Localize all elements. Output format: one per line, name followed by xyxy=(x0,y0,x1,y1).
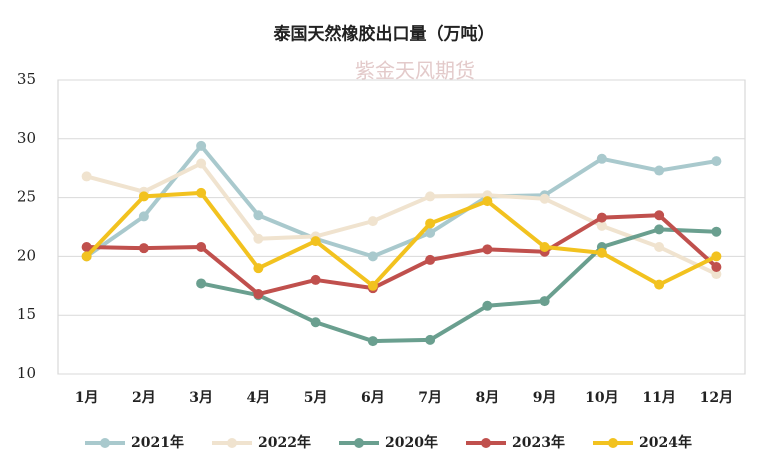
data-point xyxy=(310,317,321,328)
data-point xyxy=(596,212,607,223)
legend-label: 2024年 xyxy=(639,434,692,451)
data-point xyxy=(482,196,493,207)
legend-label: 2023年 xyxy=(512,434,565,451)
x-tick-label: 7月 xyxy=(418,390,442,406)
legend-label: 2020年 xyxy=(385,434,438,451)
data-point xyxy=(425,218,436,229)
y-tick-label: 15 xyxy=(17,305,36,323)
x-tick-label: 4月 xyxy=(247,390,271,406)
legend-marker xyxy=(608,438,618,448)
x-tick-label: 1月 xyxy=(75,390,99,406)
data-point xyxy=(482,300,493,311)
plot-frame xyxy=(57,79,746,375)
x-tick-label: 12月 xyxy=(700,390,733,406)
x-tick-label: 10月 xyxy=(585,390,618,406)
data-point xyxy=(253,289,264,300)
data-point xyxy=(196,158,207,169)
y-tick-label: 30 xyxy=(17,129,36,147)
series-line xyxy=(85,190,718,288)
x-tick-label: 11月 xyxy=(642,390,675,406)
series-line xyxy=(86,213,718,297)
y-tick-label: 25 xyxy=(17,188,36,206)
data-point xyxy=(711,269,722,280)
data-point xyxy=(138,211,149,222)
data-point xyxy=(196,241,207,252)
data-point xyxy=(367,216,378,227)
data-point xyxy=(81,241,92,252)
data-point xyxy=(711,251,722,262)
data-point xyxy=(425,254,436,265)
watermark: 紫金天风期货 xyxy=(355,59,475,83)
data-point xyxy=(196,187,207,198)
x-tick-label: 8月 xyxy=(476,390,500,406)
data-point xyxy=(196,140,207,151)
x-tick-label: 3月 xyxy=(189,390,213,406)
legend-label: 2022年 xyxy=(258,434,311,451)
data-point xyxy=(253,210,264,221)
data-point xyxy=(596,220,607,231)
data-point xyxy=(654,241,665,252)
data-point xyxy=(654,224,665,235)
data-point xyxy=(711,226,722,237)
y-tick-label: 20 xyxy=(17,246,36,264)
series-line xyxy=(200,227,717,344)
data-point xyxy=(310,274,321,285)
data-point xyxy=(539,241,550,252)
data-point xyxy=(596,247,607,258)
data-point xyxy=(539,296,550,307)
chart-title: 泰国天然橡胶出口量（万吨） xyxy=(274,24,495,45)
x-tick-label: 6月 xyxy=(361,390,385,406)
data-point xyxy=(367,280,378,291)
x-tick-label: 5月 xyxy=(304,390,328,406)
data-point xyxy=(138,243,149,254)
data-point xyxy=(310,236,321,247)
y-tick-label: 35 xyxy=(17,70,36,88)
data-point xyxy=(425,191,436,202)
legend-marker xyxy=(227,438,237,448)
legend-label: 2021年 xyxy=(131,434,184,451)
data-point xyxy=(425,334,436,345)
legend-marker xyxy=(354,438,364,448)
x-tick-label: 2月 xyxy=(132,390,156,406)
data-point xyxy=(138,191,149,202)
series-line xyxy=(86,161,718,276)
data-point xyxy=(711,261,722,272)
data-point xyxy=(596,153,607,164)
data-point xyxy=(654,165,665,176)
data-point xyxy=(196,278,207,289)
x-tick-label: 9月 xyxy=(533,390,557,406)
legend-marker xyxy=(100,438,110,448)
data-point xyxy=(253,233,264,244)
data-point xyxy=(482,244,493,255)
data-point xyxy=(367,251,378,262)
legend-marker xyxy=(481,438,491,448)
data-point xyxy=(81,171,92,182)
data-point xyxy=(425,227,436,238)
data-point xyxy=(654,210,665,221)
data-point xyxy=(81,251,92,262)
data-point xyxy=(367,336,378,347)
data-point xyxy=(711,156,722,167)
data-point xyxy=(654,279,665,290)
y-tick-label: 10 xyxy=(17,364,36,382)
data-point xyxy=(253,263,264,274)
series-line xyxy=(85,143,717,259)
data-point xyxy=(539,193,550,204)
